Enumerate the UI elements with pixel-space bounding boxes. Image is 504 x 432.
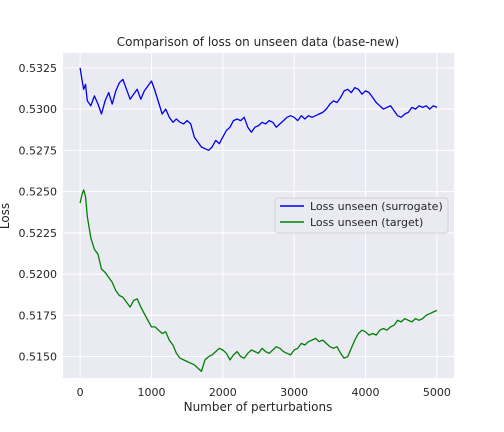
series-line-surrogate: [79, 67, 438, 151]
y-tick-label: 0.5175: [19, 309, 58, 322]
series-lines: [79, 67, 438, 373]
y-tick-label: 0.5275: [19, 144, 58, 157]
legend-box: [274, 197, 449, 234]
legend: Loss unseen (surrogate) Loss unseen (tar…: [274, 197, 449, 234]
legend-label-target: Loss unseen (target): [310, 216, 423, 229]
y-tick-label: 0.5250: [19, 186, 58, 199]
y-axis-ticks: 0.5150 0.5175 0.5200 0.5225 0.5250 0.5275 0.53…: [19, 62, 58, 364]
y-tick-label: 0.5300: [19, 103, 58, 116]
y-tick-label: 0.5325: [19, 62, 58, 75]
y-tick-label: 0.5150: [19, 351, 58, 364]
x-tick-label: 2000: [209, 386, 237, 399]
x-tick-label: 4000: [352, 386, 380, 399]
x-tick-label: 5000: [423, 386, 451, 399]
x-axis-ticks: 0 1000 2000 3000 4000 5000: [77, 386, 451, 399]
y-axis-label: Loss: [0, 203, 12, 229]
x-tick-label: 1000: [137, 386, 165, 399]
x-tick-label: 3000: [280, 386, 308, 399]
x-tick-label: 0: [77, 386, 84, 399]
x-axis-label: Number of perturbations: [184, 400, 333, 414]
y-tick-label: 0.5200: [19, 268, 58, 281]
legend-label-surrogate: Loss unseen (surrogate): [310, 200, 443, 213]
y-tick-label: 0.5225: [19, 227, 58, 240]
series-line-target: [79, 189, 438, 373]
chart-title: Comparison of loss on unseen data (base-…: [117, 35, 399, 49]
